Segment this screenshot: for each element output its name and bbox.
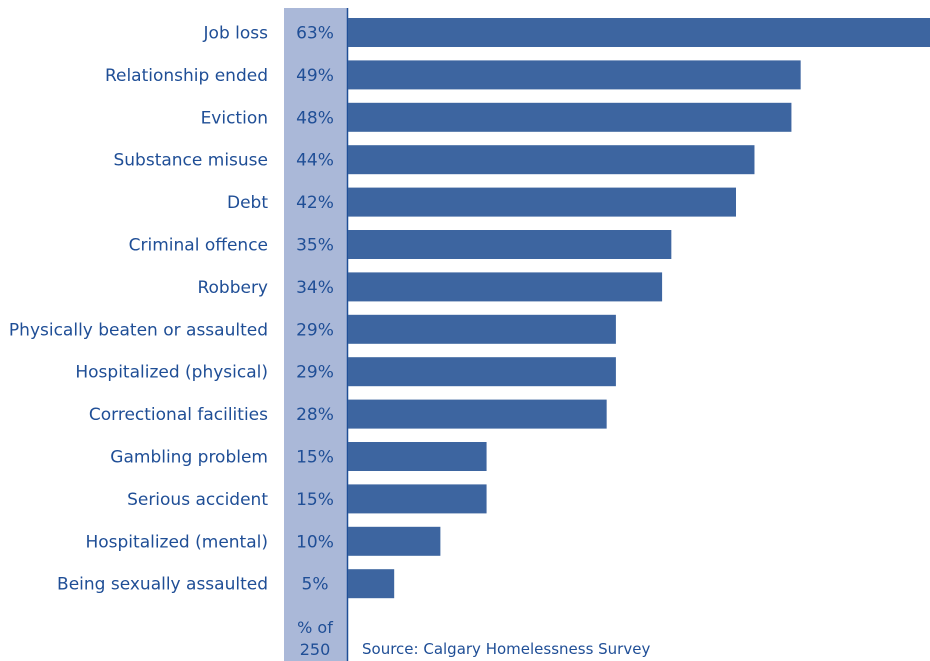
value-label: 29% xyxy=(296,363,334,383)
unit-label-line1: % of xyxy=(297,618,333,637)
source-note: Source: Calgary Homelessness Survey xyxy=(362,640,650,658)
category-label: Gambling problem xyxy=(110,448,268,468)
bar xyxy=(348,60,801,90)
bar xyxy=(348,399,607,429)
category-label: Relationship ended xyxy=(105,66,268,86)
bar xyxy=(348,187,736,217)
value-label: 5% xyxy=(302,575,329,595)
value-label: 35% xyxy=(296,236,334,256)
bar xyxy=(348,484,487,514)
category-label: Job loss xyxy=(203,24,269,44)
category-label: Debt xyxy=(227,193,268,213)
category-label: Serious accident xyxy=(127,490,268,510)
value-label: 48% xyxy=(296,108,334,128)
value-label: 34% xyxy=(296,278,334,298)
category-label: Substance misuse xyxy=(113,151,268,171)
bar xyxy=(348,357,616,387)
value-label: 49% xyxy=(296,66,334,86)
bars-group: Job loss 63% Relationship ended 49% Eviction… xyxy=(9,18,930,599)
bar xyxy=(348,569,395,599)
category-label: Being sexually assaulted xyxy=(57,575,268,595)
bar xyxy=(348,526,441,556)
category-label: Hospitalized (physical) xyxy=(75,363,268,383)
value-label: 10% xyxy=(296,532,334,552)
category-label: Eviction xyxy=(201,108,268,128)
bar xyxy=(348,102,792,132)
bar xyxy=(348,314,616,344)
bar xyxy=(348,442,487,471)
bar xyxy=(348,145,755,175)
value-label: 42% xyxy=(296,193,334,213)
bar xyxy=(348,230,672,259)
unit-label-line2: 250 xyxy=(300,640,331,659)
bar xyxy=(348,18,930,47)
category-label: Correctional facilities xyxy=(89,405,268,425)
category-label: Physically beaten or assaulted xyxy=(9,320,268,340)
value-label: 63% xyxy=(296,24,334,44)
value-label: 29% xyxy=(296,320,334,340)
bar xyxy=(348,272,663,302)
category-label: Criminal offence xyxy=(129,236,268,256)
percent-column-band xyxy=(284,8,347,661)
category-label: Robbery xyxy=(197,278,268,298)
value-label: 15% xyxy=(296,448,334,468)
category-label: Hospitalized (mental) xyxy=(85,532,268,552)
value-label: 44% xyxy=(296,151,334,171)
value-label: 28% xyxy=(296,405,334,425)
value-label: 15% xyxy=(296,490,334,510)
